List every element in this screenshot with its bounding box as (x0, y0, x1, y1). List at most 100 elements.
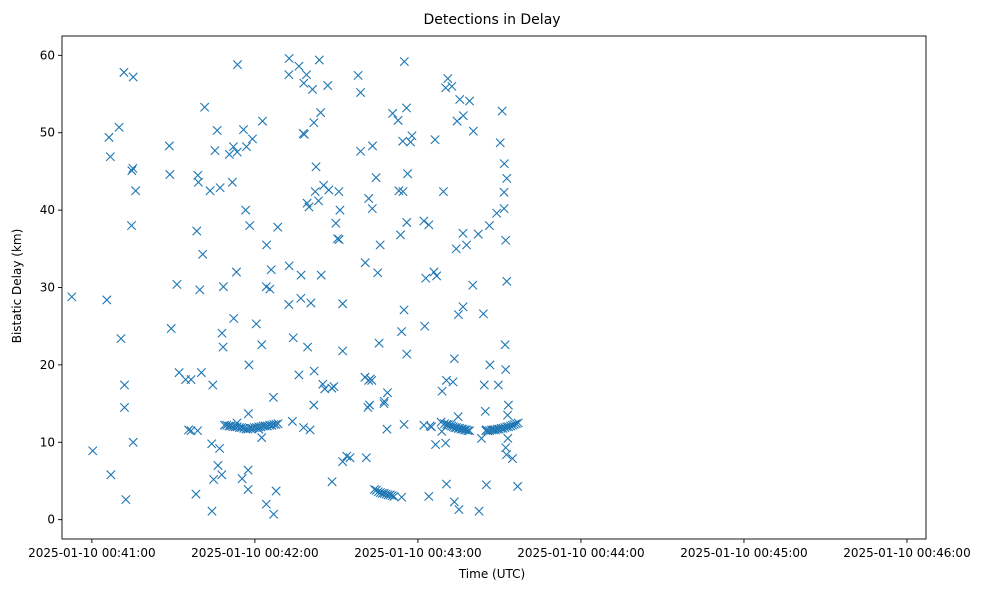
data-point-marker (166, 323, 176, 334)
data-point-marker (430, 440, 441, 450)
plot-frame (61, 35, 927, 540)
data-point-marker (458, 302, 468, 312)
data-point-marker (502, 410, 513, 420)
data-point-marker (243, 484, 253, 495)
data-point-marker (67, 292, 77, 302)
data-point-marker (445, 420, 455, 430)
data-point-marker (244, 360, 254, 370)
data-point-marker (196, 368, 206, 378)
data-point-marker (294, 370, 304, 380)
x-tick-label: 2025-01-10 00:43:00 (354, 546, 481, 560)
data-point-marker (379, 396, 389, 406)
data-point-marker (382, 424, 392, 434)
data-point-marker (493, 380, 503, 390)
data-point-marker (478, 309, 488, 319)
data-point-marker (452, 116, 462, 126)
data-point-marker (338, 457, 348, 467)
data-point-marker (200, 102, 210, 112)
data-point-marker (131, 186, 141, 196)
data-point-marker (301, 70, 312, 80)
data-point-marker (437, 386, 447, 396)
data-point-marker (243, 409, 253, 419)
data-point-marker (367, 203, 377, 214)
data-point-marker (511, 419, 521, 429)
data-point-marker (397, 492, 407, 502)
data-point-marker (316, 108, 326, 118)
data-point-marker (419, 216, 429, 226)
data-point-marker (499, 159, 509, 169)
data-point-marker (502, 276, 512, 286)
data-point-marker (420, 321, 430, 331)
data-point-marker (128, 72, 138, 82)
data-point-marker (399, 419, 409, 430)
data-point-marker (116, 333, 126, 344)
y-tick-label: 60 (40, 48, 55, 62)
data-point-marker (192, 226, 202, 236)
data-point-marker (513, 418, 523, 428)
data-point-marker (438, 186, 449, 197)
data-point-marker (323, 80, 333, 91)
data-point-marker (464, 96, 475, 106)
data-point-marker (184, 425, 194, 435)
data-point-marker (441, 83, 451, 93)
data-point-marker (218, 342, 228, 352)
data-point-marker (500, 422, 510, 433)
data-point-marker (164, 141, 174, 151)
x-tick-label: 2025-01-10 00:45:00 (680, 546, 807, 560)
data-point-marker (507, 453, 518, 464)
data-point-marker (268, 392, 278, 402)
data-point-marker (468, 126, 478, 136)
data-point-marker (393, 115, 403, 125)
data-point-marker (212, 125, 222, 135)
data-point-marker (224, 149, 234, 159)
data-point-marker (214, 443, 225, 454)
data-point-marker (217, 328, 227, 338)
data-point-marker (298, 422, 309, 433)
data-point-marker (247, 134, 258, 144)
data-point-marker (193, 177, 203, 187)
data-point-marker (327, 477, 337, 487)
data-point-marker (443, 419, 453, 430)
data-point-marker (429, 267, 439, 277)
data-point-marker (451, 244, 461, 254)
data-point-marker (334, 186, 344, 197)
data-point-marker (356, 146, 366, 156)
y-tick-label: 40 (40, 203, 55, 217)
data-point-marker (379, 398, 389, 409)
data-point-marker (266, 265, 276, 275)
data-point-marker (479, 380, 489, 390)
data-point-marker (299, 78, 309, 88)
y-tick-label: 50 (40, 126, 55, 140)
data-point-marker (367, 375, 377, 385)
data-point-marker (424, 491, 434, 502)
data-point-marker (338, 346, 348, 356)
data-point-marker (261, 499, 271, 509)
data-point-marker (345, 453, 355, 463)
data-point-marker (484, 221, 494, 231)
data-point-marker (127, 166, 137, 176)
data-point-marker (271, 419, 281, 430)
data-point-marker (485, 360, 495, 370)
data-point-marker (227, 177, 237, 187)
data-point-marker (421, 273, 431, 283)
data-point-marker (121, 494, 131, 505)
data-point-marker (205, 186, 215, 196)
data-point-marker (104, 132, 114, 142)
data-point-marker (228, 142, 239, 152)
data-point-marker (442, 419, 452, 430)
data-point-marker (377, 488, 387, 498)
data-point-marker (309, 118, 319, 128)
data-point-marker (356, 87, 366, 98)
data-point-marker (439, 419, 450, 429)
data-point-marker (313, 196, 324, 206)
data-point-marker (503, 433, 513, 443)
data-point-marker (165, 169, 175, 180)
data-point-marker (448, 377, 458, 387)
data-point-marker (195, 285, 205, 295)
data-point-marker (218, 282, 228, 292)
data-point-marker (402, 217, 412, 228)
data-point-marker (119, 402, 130, 413)
data-point-marker (513, 481, 523, 491)
data-point-marker (309, 400, 319, 410)
